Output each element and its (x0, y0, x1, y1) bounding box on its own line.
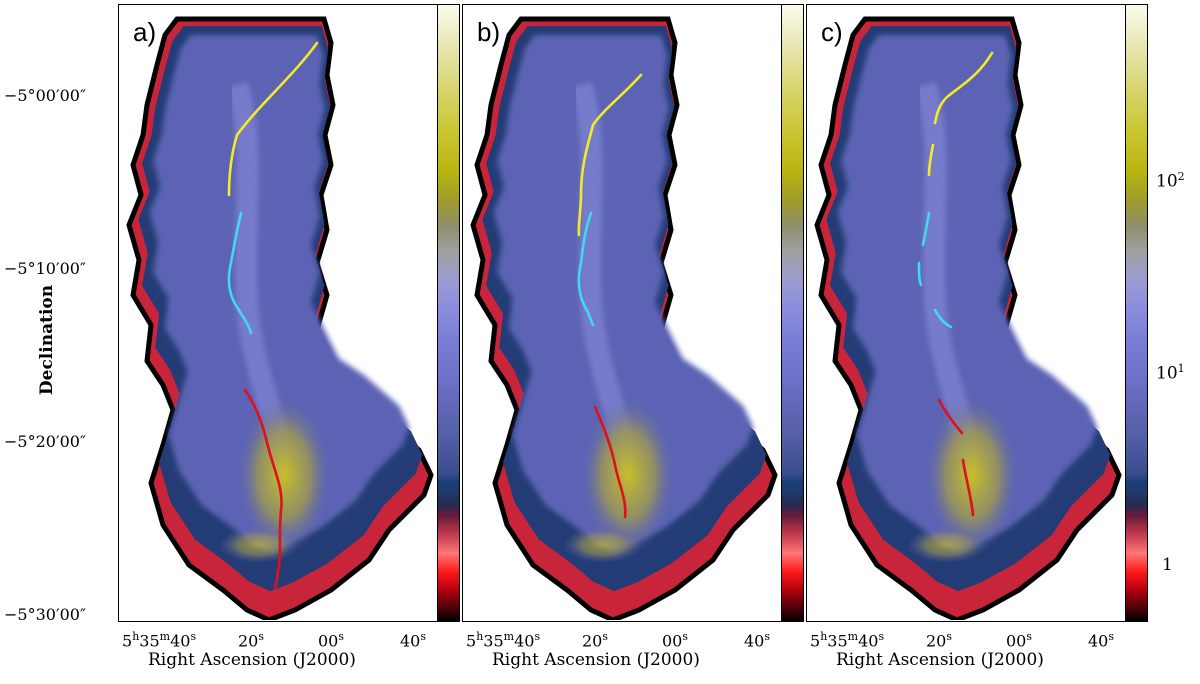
x-tick-label: 20s (238, 630, 265, 651)
y-axis-label: Declination (37, 284, 58, 396)
colorbar (437, 5, 459, 621)
panel-letter: b) (477, 17, 501, 47)
x-axis-label: Right Ascension (J2000) (836, 650, 1044, 670)
filament-middle (933, 308, 953, 329)
bright-arm (563, 527, 643, 563)
map-panel-a: a) (118, 4, 460, 622)
map-image (814, 16, 1122, 620)
x-tick-label: 20s (582, 630, 609, 651)
filament-south (243, 388, 283, 589)
y-tick-label: −5°30′00″ (4, 605, 86, 624)
x-tick-label: 40s (744, 630, 771, 651)
panel-letter: a) (133, 17, 157, 47)
filament-north (927, 143, 935, 177)
filament-middle (921, 211, 931, 247)
filament-south (937, 398, 964, 435)
map-image (470, 16, 778, 620)
colorbar (781, 5, 803, 621)
filament-north (227, 41, 319, 197)
x-tick-label: 40s (1088, 630, 1115, 651)
x-axis-label: Right Ascension (J2000) (148, 650, 356, 670)
map-interior (837, 35, 1098, 552)
map-interior (493, 35, 754, 552)
y-tick-label: −5°10′00″ (4, 259, 86, 278)
x-tick-label: 00s (662, 630, 689, 651)
filament-north (577, 73, 643, 237)
x-tick-label: 20s (926, 630, 953, 651)
x-tick-label: 5h35m40s (122, 630, 197, 651)
filament-middle (227, 211, 253, 335)
colorbar-tick-label: 102 (1156, 170, 1185, 192)
bright-core (236, 395, 332, 555)
map-image (126, 16, 434, 620)
filament-south (593, 405, 627, 519)
filament-south (961, 458, 975, 517)
x-tick-label: 00s (318, 630, 345, 651)
panel-letter: c) (821, 17, 843, 47)
x-tick-label: 40s (400, 630, 427, 651)
x-tick-label: 5h35m40s (810, 630, 885, 651)
filament-middle (917, 261, 923, 287)
map-interior (149, 35, 410, 552)
x-tick-label: 00s (1006, 630, 1033, 651)
x-tick-label: 5h35m40s (466, 630, 541, 651)
filament-middle (577, 211, 595, 327)
map-panel-c: c) (806, 4, 1148, 622)
filament-north (933, 51, 994, 125)
colorbar-tick-label: 101 (1156, 362, 1185, 384)
bright-core (580, 395, 676, 555)
bright-core (924, 395, 1020, 555)
map-panel-b: b) (462, 4, 804, 622)
colorbar (1125, 5, 1147, 621)
x-axis-label: Right Ascension (J2000) (492, 650, 700, 670)
bright-arm (219, 527, 299, 563)
colorbar-tick-label: 1 (1162, 555, 1173, 575)
y-tick-label: −5°20′00″ (4, 432, 86, 451)
bright-arm (907, 527, 987, 563)
y-tick-label: −5°00′00″ (4, 86, 86, 105)
